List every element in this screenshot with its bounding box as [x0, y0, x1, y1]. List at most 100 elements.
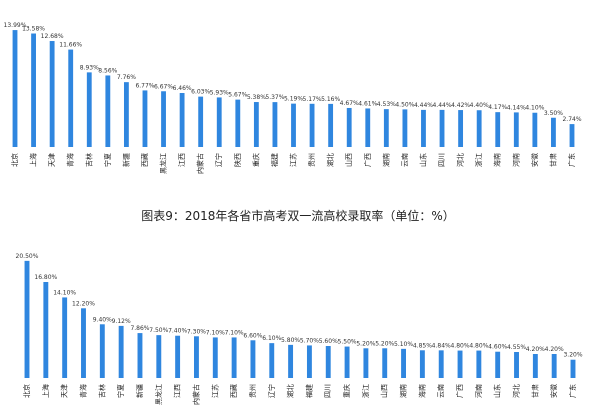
bar [212, 337, 218, 378]
data-label: 4.20% [545, 346, 564, 353]
data-label: 4.55% [507, 344, 526, 351]
data-label: 13.99% [4, 22, 27, 29]
data-label: 7.30% [187, 328, 206, 335]
bar [439, 109, 445, 147]
data-label: 4.40% [470, 102, 489, 109]
data-label: 5.60% [319, 338, 338, 345]
category-label: 湖北 [326, 153, 335, 167]
data-label: 5.19% [284, 96, 303, 103]
data-label: 7.50% [149, 327, 168, 334]
category-label: 西藏 [229, 384, 238, 398]
category-label: 甘肃 [530, 384, 539, 398]
category-label: 江苏 [289, 153, 298, 167]
category-label: 北京 [22, 384, 31, 398]
bar [253, 102, 259, 147]
category-label: 北京 [10, 153, 19, 167]
data-label: 14.10% [53, 289, 76, 296]
data-label: 9.40% [93, 316, 112, 323]
category-label: 广东 [567, 153, 576, 167]
bar [532, 354, 538, 378]
data-label: 2.74% [562, 116, 581, 123]
data-label: 4.85% [413, 342, 432, 349]
category-label: 四川 [324, 384, 332, 398]
bar [438, 350, 444, 378]
bar [569, 124, 575, 147]
data-label: 5.37% [265, 94, 284, 101]
bar [156, 335, 162, 378]
category-label: 江苏 [210, 384, 219, 398]
bar [43, 282, 49, 378]
category-label: 新疆 [121, 153, 130, 167]
data-label: 8.93% [80, 64, 99, 71]
data-label: 6.46% [173, 85, 192, 92]
bar [250, 340, 256, 378]
bar [551, 354, 557, 378]
category-label: 内蒙古 [191, 384, 200, 405]
bar [31, 33, 36, 148]
data-label: 5.16% [321, 96, 340, 103]
bar [306, 345, 312, 378]
data-label: 4.42% [451, 102, 470, 109]
category-label: 辽宁 [267, 384, 276, 398]
category-label: 甘肃 [548, 153, 557, 167]
bar [382, 348, 388, 378]
chart-caption: 图表9：2018年各省市高考双一流高校录取率（单位：%） [141, 209, 455, 223]
bar [476, 350, 482, 378]
category-label: 福建 [270, 153, 279, 167]
bar [99, 324, 105, 378]
data-label: 6.60% [243, 332, 262, 339]
bar [137, 333, 143, 378]
category-label: 广西 [455, 384, 464, 398]
bar [309, 103, 315, 147]
category-label: 广西 [363, 153, 372, 167]
bar [328, 103, 334, 147]
bar [514, 352, 519, 378]
bar [495, 351, 501, 378]
category-label: 天津 [61, 384, 69, 398]
bar [383, 109, 389, 147]
category-label: 贵州 [248, 384, 257, 398]
data-label: 7.76% [117, 74, 136, 81]
category-label: 江西 [174, 384, 182, 398]
category-label: 四川 [438, 153, 446, 167]
data-label: 4.67% [340, 100, 359, 107]
data-label: 4.44% [432, 102, 451, 109]
category-label: 云南 [400, 153, 409, 167]
bar [401, 348, 406, 378]
bar [344, 346, 350, 378]
data-label: 4.14% [507, 104, 526, 111]
data-label: 4.17% [488, 104, 507, 111]
bar [476, 110, 482, 147]
category-label: 浙江 [361, 384, 370, 398]
bottom-bar-chart: 20.50% 北京 16.80% 上海 14.10% 天津 12.20% 青海 9.40% 吉林 9… [16, 253, 583, 405]
bar [551, 117, 556, 147]
category-label: 贵州 [307, 153, 316, 167]
category-label: 陕西 [233, 153, 242, 167]
category-label: 湖南 [399, 384, 408, 398]
bar [457, 350, 463, 378]
bar [12, 30, 18, 147]
data-label: 4.60% [488, 344, 507, 351]
data-label: 5.67% [228, 92, 247, 99]
bar [272, 102, 278, 147]
data-label: 5.38% [247, 94, 266, 101]
data-label: 4.80% [450, 343, 469, 350]
data-label: 5.80% [281, 337, 300, 344]
bar [570, 359, 576, 378]
category-label: 上海 [29, 153, 38, 167]
bar [231, 337, 237, 378]
bar [365, 108, 371, 147]
bar [291, 103, 296, 147]
bar [179, 93, 185, 147]
data-label: 6.77% [135, 82, 154, 89]
data-label: 4.80% [469, 343, 488, 350]
bar [142, 90, 148, 147]
bar [288, 344, 294, 378]
category-label: 吉林 [97, 384, 106, 398]
category-label: 山西 [344, 153, 353, 167]
category-label: 河北 [457, 153, 465, 167]
bar [161, 91, 166, 147]
category-label: 广东 [568, 384, 577, 398]
category-label: 新疆 [135, 384, 144, 398]
data-label: 5.20% [375, 340, 394, 347]
